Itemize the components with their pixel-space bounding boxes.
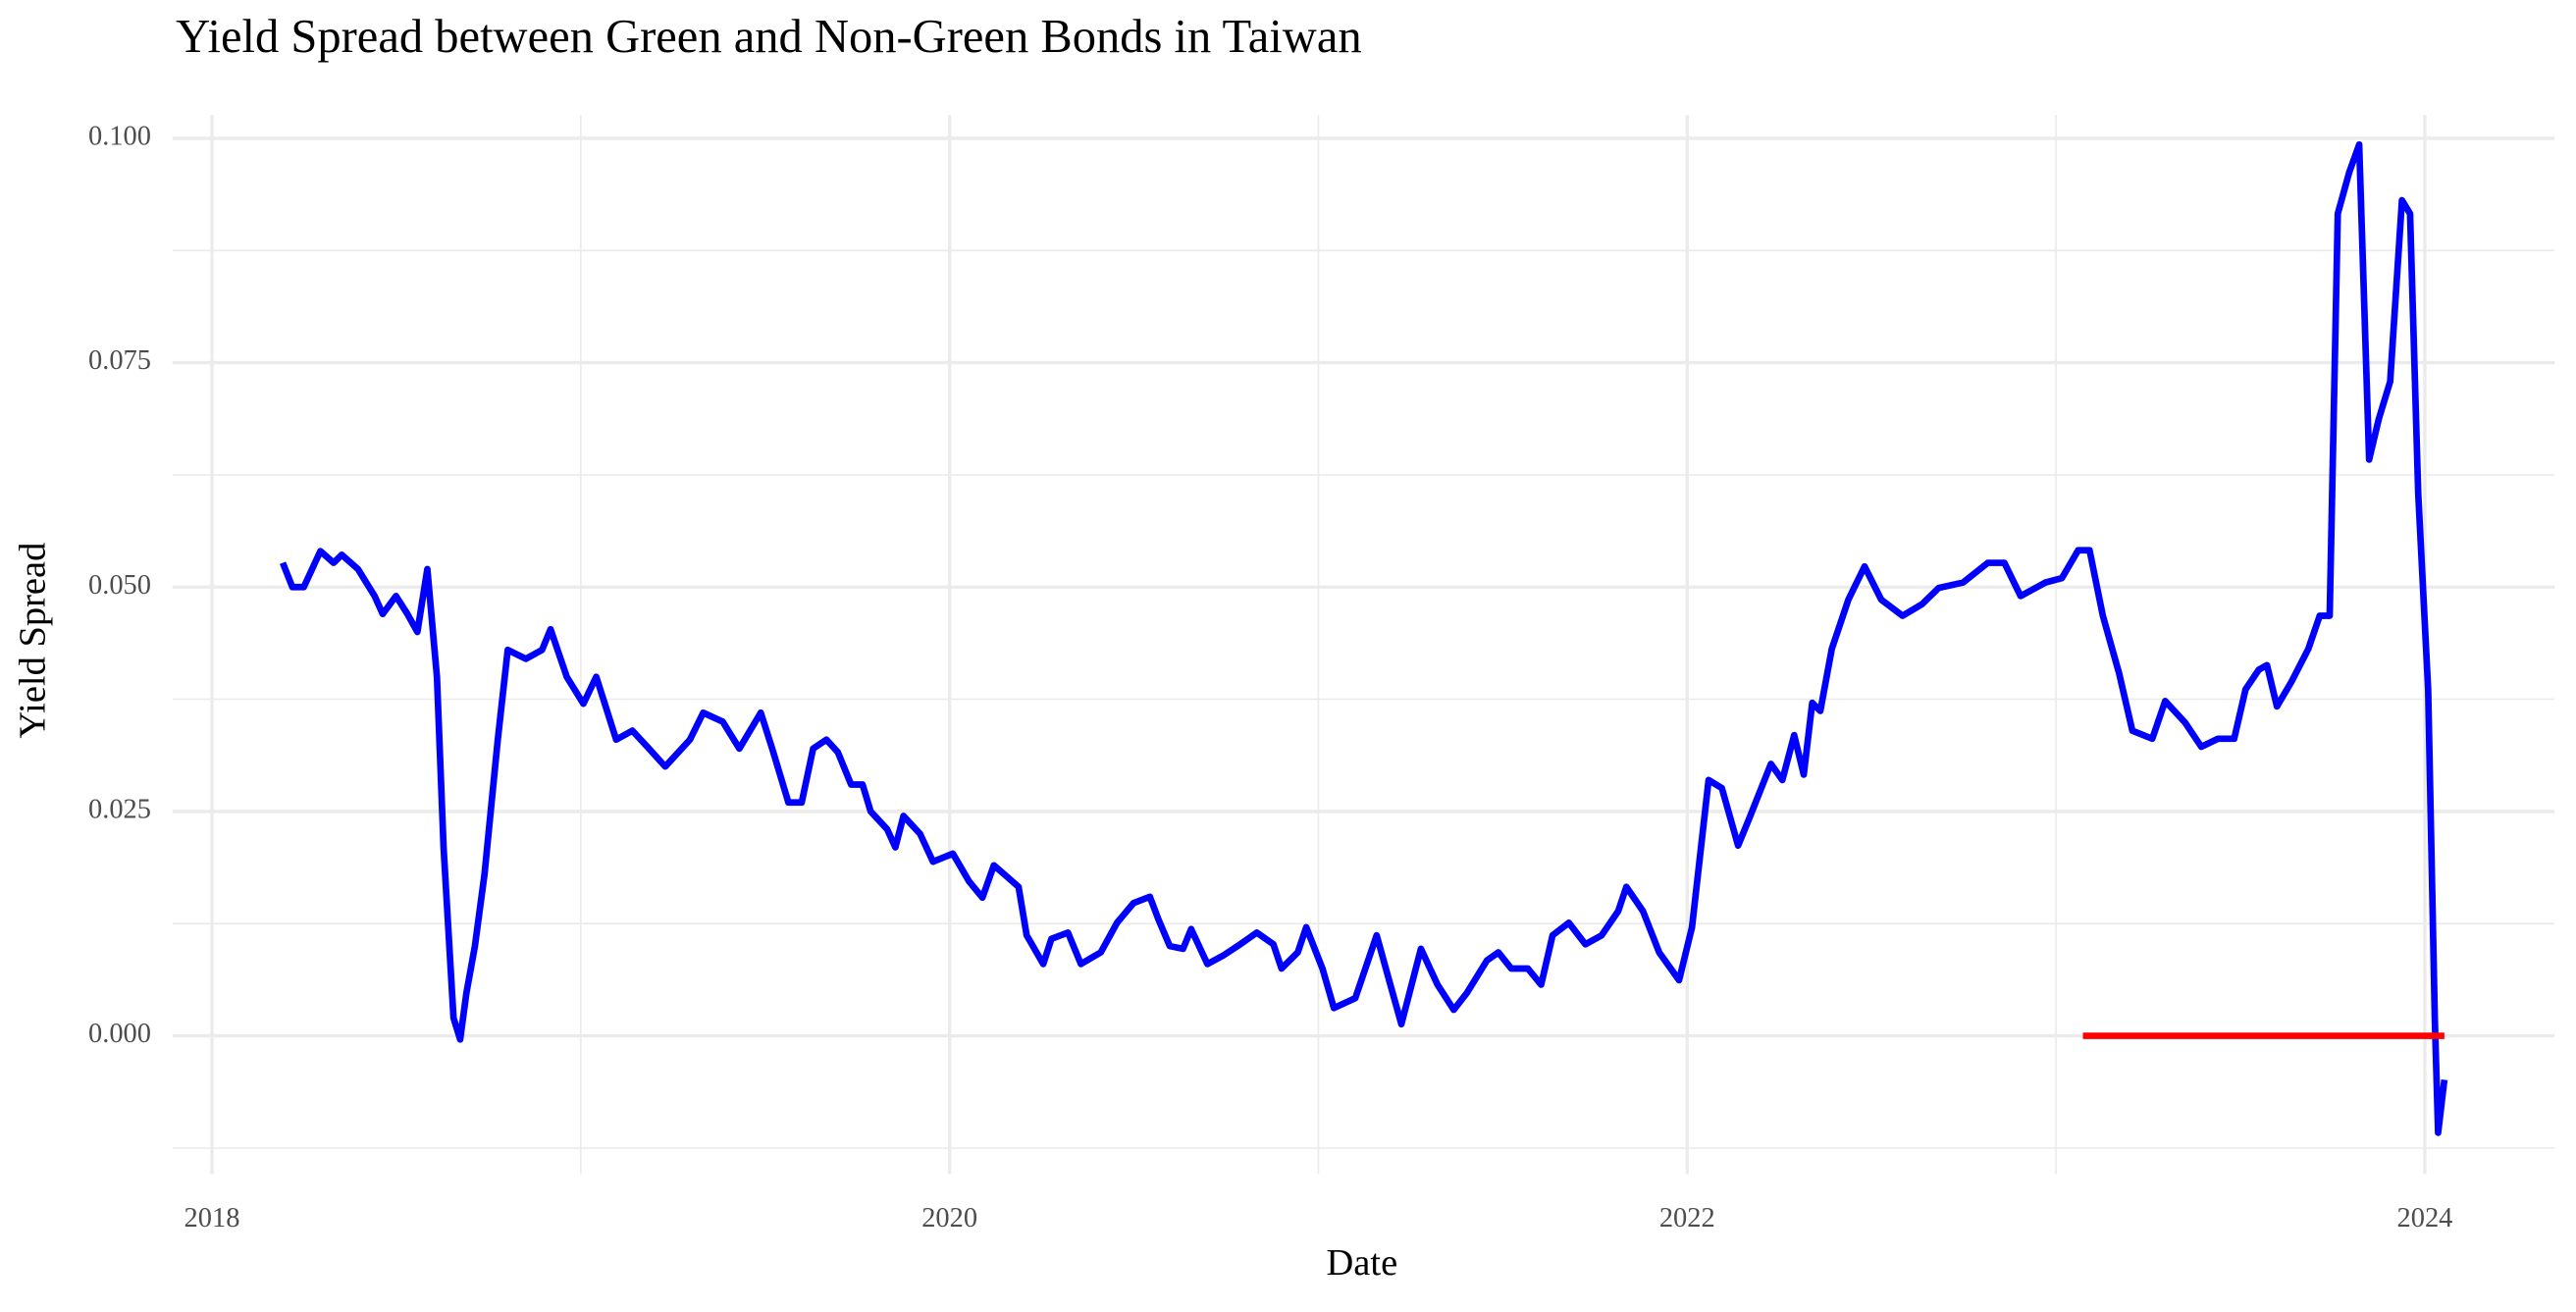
y-tick-label: 0.025 — [88, 794, 151, 824]
y-tick-label: 0.050 — [88, 570, 151, 601]
y-axis-label: Yield Spread — [13, 543, 54, 739]
y-tick-label: 0.075 — [88, 345, 151, 376]
data-line — [280, 140, 2448, 1136]
plot-area — [280, 140, 2448, 1136]
x-tick-label: 2020 — [921, 1203, 977, 1233]
x-tick-label: 2022 — [1659, 1203, 1715, 1233]
x-tick-label: 2024 — [2397, 1203, 2453, 1233]
x-tick-label: 2018 — [184, 1203, 240, 1233]
y-tick-label: 0.000 — [88, 1019, 151, 1049]
x-axis-label: Date — [1326, 1242, 1397, 1284]
chart-title: Yield Spread between Green and Non-Green… — [176, 11, 1362, 63]
y-tick-label: 0.100 — [88, 121, 151, 151]
